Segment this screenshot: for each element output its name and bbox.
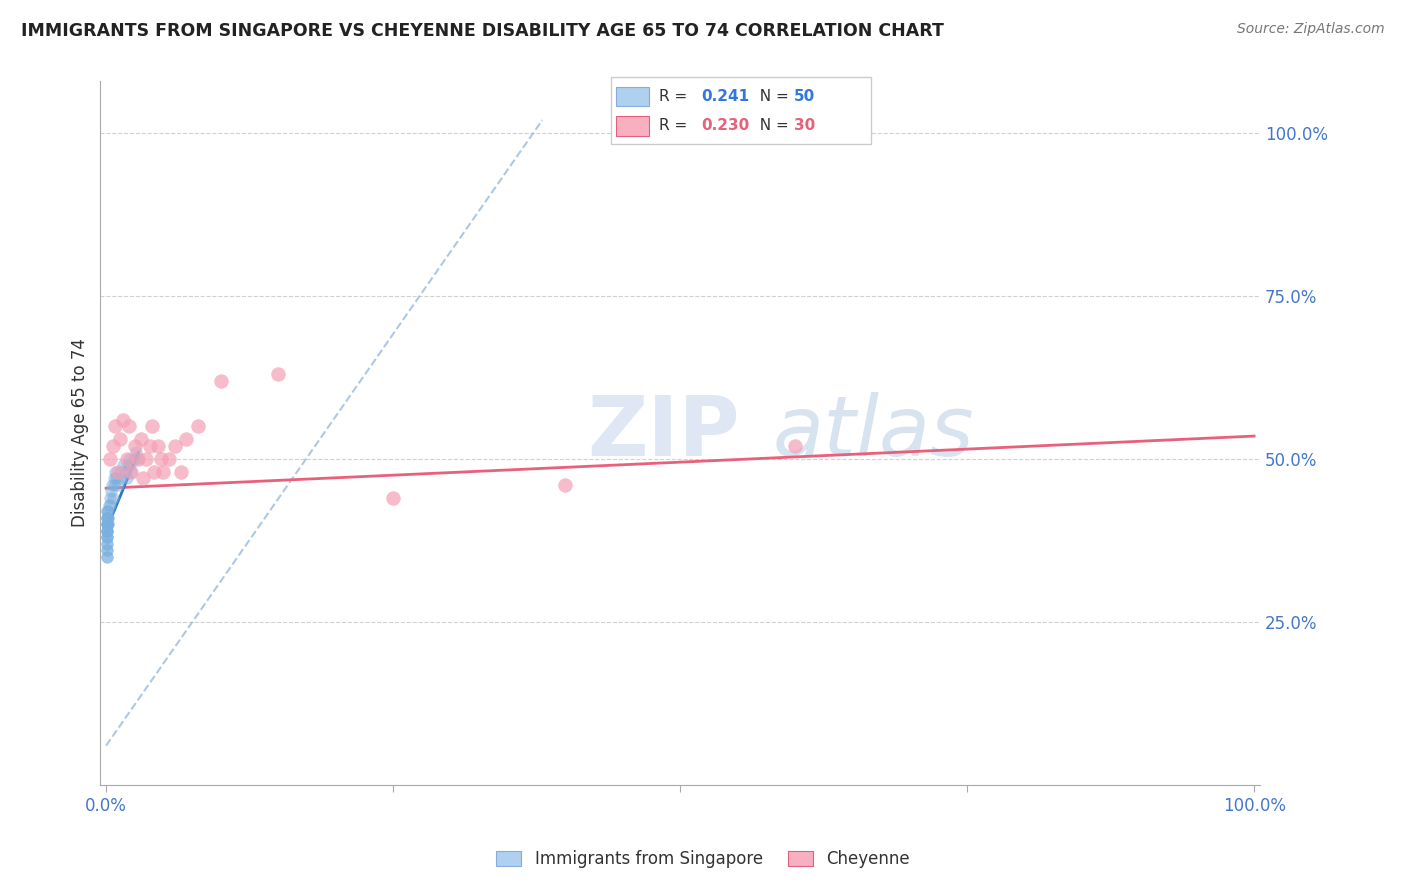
Point <box>209 374 232 388</box>
Point <box>110 471 132 485</box>
Point <box>96 510 118 524</box>
Y-axis label: Disability Age 65 to 74: Disability Age 65 to 74 <box>72 338 89 527</box>
Text: 0.230: 0.230 <box>702 119 749 134</box>
Point <box>96 549 118 564</box>
Point <box>96 549 118 564</box>
Point <box>115 451 138 466</box>
Point <box>96 517 118 532</box>
Point <box>96 517 118 532</box>
Point <box>170 465 193 479</box>
Point <box>96 536 118 550</box>
Point <box>101 439 124 453</box>
Point <box>105 471 128 485</box>
Point <box>96 504 118 518</box>
Point <box>141 419 163 434</box>
Point <box>97 504 120 518</box>
Text: 30: 30 <box>794 119 815 134</box>
Point <box>96 530 118 544</box>
Point <box>98 451 121 466</box>
Point <box>118 419 141 434</box>
Point <box>135 451 157 466</box>
Legend: Immigrants from Singapore, Cheyenne: Immigrants from Singapore, Cheyenne <box>489 844 917 875</box>
Point <box>132 471 155 485</box>
Point <box>267 367 290 381</box>
Point <box>96 524 118 538</box>
Point <box>103 478 125 492</box>
Text: ZIP: ZIP <box>588 392 740 474</box>
Text: Source: ZipAtlas.com: Source: ZipAtlas.com <box>1237 22 1385 37</box>
Point <box>146 439 169 453</box>
Point <box>129 433 152 447</box>
Point <box>112 458 135 473</box>
Point <box>143 465 166 479</box>
Point <box>783 439 806 453</box>
Point <box>97 510 120 524</box>
Point <box>157 451 180 466</box>
Text: R =: R = <box>659 89 692 103</box>
Point <box>104 465 127 479</box>
FancyBboxPatch shape <box>610 78 872 145</box>
Point <box>138 439 160 453</box>
Point <box>96 530 118 544</box>
Point <box>101 478 124 492</box>
Point <box>96 517 118 532</box>
Text: N =: N = <box>749 119 793 134</box>
Point <box>96 504 118 518</box>
Point <box>97 498 120 512</box>
Point <box>107 465 129 479</box>
Point <box>101 491 124 505</box>
Bar <box>616 87 648 106</box>
Point <box>98 491 121 505</box>
Point <box>96 536 118 550</box>
Point <box>97 517 120 532</box>
Point <box>97 510 120 524</box>
Point <box>96 510 118 524</box>
Point <box>187 419 209 434</box>
Point <box>114 465 136 479</box>
Text: 0.241: 0.241 <box>702 89 749 103</box>
Point <box>96 543 118 558</box>
Point <box>96 530 118 544</box>
Point <box>554 478 576 492</box>
Point <box>115 471 138 485</box>
Point <box>96 510 118 524</box>
Point <box>382 491 405 505</box>
Point <box>176 433 198 447</box>
Point <box>122 451 145 466</box>
Text: 50: 50 <box>794 89 815 103</box>
Point <box>120 465 142 479</box>
Point <box>120 458 142 473</box>
Point <box>112 413 135 427</box>
Point <box>98 498 121 512</box>
Point <box>124 439 146 453</box>
Point <box>107 478 129 492</box>
Point <box>150 451 173 466</box>
Point <box>117 458 139 473</box>
Point <box>108 433 131 447</box>
Point <box>125 445 148 459</box>
Point <box>163 439 186 453</box>
Point <box>100 484 122 499</box>
Point <box>120 465 142 479</box>
Point <box>108 465 131 479</box>
Point <box>96 524 118 538</box>
Point <box>96 524 118 538</box>
Point <box>96 543 118 558</box>
Text: IMMIGRANTS FROM SINGAPORE VS CHEYENNE DISABILITY AGE 65 TO 74 CORRELATION CHART: IMMIGRANTS FROM SINGAPORE VS CHEYENNE DI… <box>21 22 943 40</box>
Point <box>152 465 174 479</box>
Text: atlas: atlas <box>773 392 974 474</box>
Text: R =: R = <box>659 119 692 134</box>
Point <box>96 524 118 538</box>
Point <box>127 451 149 466</box>
Point <box>127 451 149 466</box>
Point <box>103 471 125 485</box>
Bar <box>616 116 648 136</box>
Point <box>96 517 118 532</box>
Point <box>97 517 120 532</box>
Point <box>118 451 141 466</box>
Text: N =: N = <box>749 89 793 103</box>
Point <box>104 419 127 434</box>
